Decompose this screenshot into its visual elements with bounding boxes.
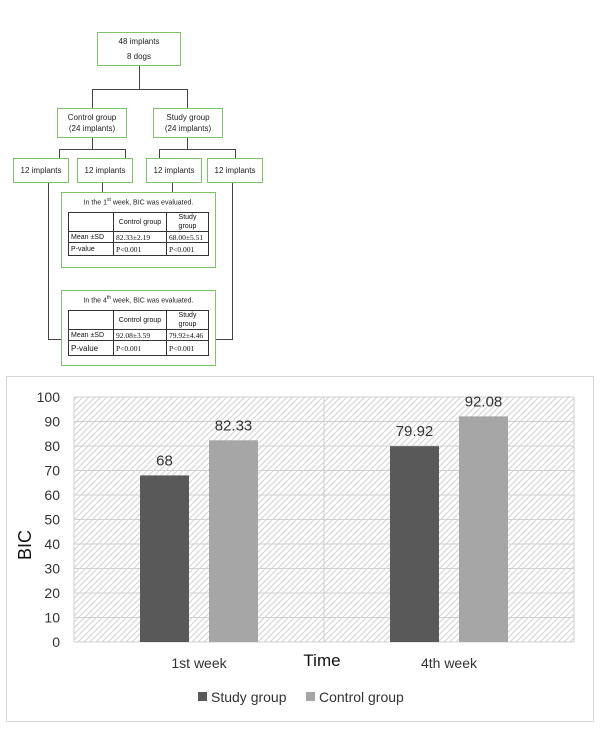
table-cell: P<0.001 xyxy=(113,340,167,356)
table-row: P-value P<0.001 P<0.001 xyxy=(68,242,209,256)
study-group-label: Study group xyxy=(166,113,210,122)
subgroup-label: 12 implants xyxy=(214,166,256,175)
subgroup-label: 12 implants xyxy=(153,166,195,175)
subgroup-box: 12 implants xyxy=(13,158,69,183)
table-header: Control group xyxy=(113,212,167,232)
table-cell: 92.08±3.59 xyxy=(113,329,167,341)
table-cell: P-value xyxy=(68,340,114,356)
table-cell xyxy=(68,310,114,330)
control-group-label: Control group xyxy=(67,113,117,122)
total-implants-label: 48 implants xyxy=(118,37,160,46)
connector xyxy=(139,65,140,89)
subgroup-box: 12 implants xyxy=(77,158,133,183)
table-row: P-value P<0.001 P<0.001 xyxy=(68,340,209,356)
connector xyxy=(59,149,60,158)
study-group-count: (24 implants) xyxy=(164,124,212,133)
connector xyxy=(92,138,93,149)
connector xyxy=(48,183,49,340)
table-cell: Mean ±SD xyxy=(68,329,114,341)
subgroup-box: 12 implants xyxy=(207,158,263,183)
table-cell: 82.33±2.19 xyxy=(113,231,167,243)
week1-results-box: In the 1st week, BIC was evaluated. Cont… xyxy=(61,192,216,268)
total-implants-box: 48 implants 8 dogs xyxy=(97,32,181,66)
connector xyxy=(187,138,188,149)
subgroup-box: 12 implants xyxy=(146,158,202,183)
week4-table: Control group Study group Mean ±SD 92.08… xyxy=(68,310,209,356)
connector xyxy=(92,89,93,108)
week4-results-box: In the 4th week, BIC was evaluated. Cont… xyxy=(61,290,216,366)
table-cell: P<0.001 xyxy=(113,242,167,256)
table-cell: Mean ±SD xyxy=(68,231,114,243)
table-cell: P-value xyxy=(68,242,114,256)
table-cell: 68.00±5.51 xyxy=(166,231,209,243)
week1-table: Control group Study group Mean ±SD 82.33… xyxy=(68,212,209,256)
connector xyxy=(159,149,160,158)
table-row: Control group Study group xyxy=(68,212,209,232)
connector xyxy=(92,89,188,90)
table-row: Mean ±SD 92.08±3.59 79.92±4.46 xyxy=(68,329,209,341)
table-cell xyxy=(68,212,114,232)
week4-caption: In the 4th week, BIC was evaluated. xyxy=(83,295,194,305)
control-group-box: Control group (24 implants) xyxy=(57,108,127,138)
chart-frame xyxy=(6,376,594,722)
dogs-label: 8 dogs xyxy=(126,52,152,61)
subgroup-label: 12 implants xyxy=(84,166,126,175)
connector xyxy=(172,183,173,192)
connector xyxy=(235,149,236,158)
table-header: Study group xyxy=(166,212,209,232)
connector xyxy=(59,149,126,150)
table-cell: 79.92±4.46 xyxy=(166,329,209,341)
week1-caption: In the 1st week, BIC was evaluated. xyxy=(83,197,194,207)
connector xyxy=(232,183,233,340)
table-row: Mean ±SD 82.33±2.19 68.00±5.51 xyxy=(68,231,209,243)
subgroup-label: 12 implants xyxy=(20,166,62,175)
table-cell: P<0.001 xyxy=(166,242,209,256)
connector xyxy=(159,149,236,150)
connector xyxy=(187,89,188,108)
table-header: Study group xyxy=(166,310,209,330)
connector xyxy=(125,149,126,158)
connector xyxy=(102,183,103,192)
study-group-box: Study group (24 implants) xyxy=(153,108,223,138)
connector xyxy=(48,339,61,340)
control-group-count: (24 implants) xyxy=(68,124,116,133)
table-header: Control group xyxy=(113,310,167,330)
table-row: Control group Study group xyxy=(68,310,209,330)
connector xyxy=(216,339,233,340)
table-cell: P<0.001 xyxy=(166,340,209,356)
